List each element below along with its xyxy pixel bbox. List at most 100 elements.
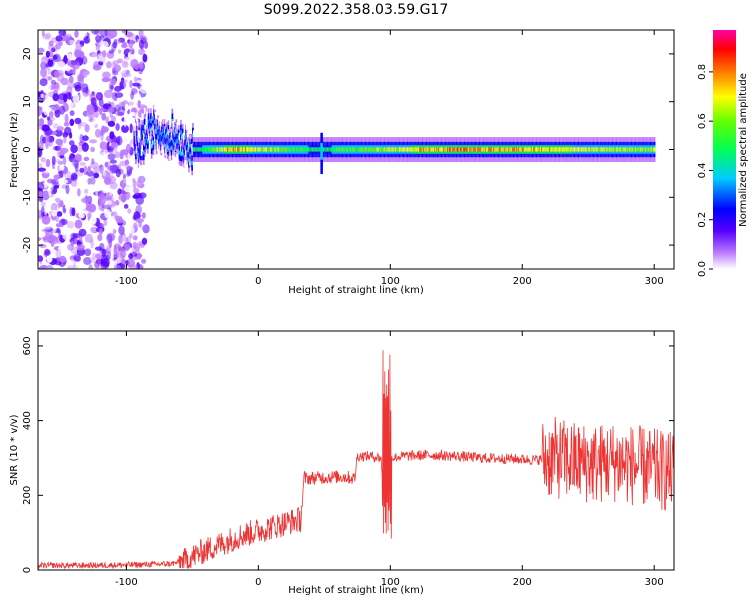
spectrogram-noise-cell bbox=[106, 247, 112, 254]
spectrogram-noise-cell bbox=[79, 40, 85, 47]
spectrogram-noise-cell bbox=[141, 212, 146, 219]
spectrogram-noise-cell bbox=[132, 194, 139, 199]
spectrogram-noise-cell bbox=[42, 225, 51, 231]
spectrogram-noise-cell bbox=[67, 53, 72, 60]
spectrogram-noise-cell bbox=[45, 140, 50, 149]
spectrogram-noise-cell bbox=[74, 236, 78, 245]
spectrogram-noise-cell bbox=[48, 234, 57, 242]
y-tick-label: 0 bbox=[22, 146, 33, 152]
spectrogram-noise-cell bbox=[92, 64, 102, 71]
spectrogram-noise-cell bbox=[102, 71, 111, 79]
spectrogram-noise-cell bbox=[70, 60, 78, 66]
spectrogram-noise-cell bbox=[144, 41, 149, 49]
spectrogram-noise-cell bbox=[127, 101, 134, 106]
snr-panel: -100 0 100 200 300 0 200 400 600 Height of stra… bbox=[9, 330, 675, 596]
spectrogram-ridge-cell bbox=[653, 147, 656, 152]
spectrogram-noise-cell bbox=[129, 217, 133, 224]
spectrogram-noise-cell bbox=[114, 232, 120, 242]
spectrogram-ridge-cell bbox=[179, 151, 182, 156]
spectrogram-noise-cell bbox=[47, 57, 55, 68]
spectrogram-ridge-cell bbox=[320, 147, 323, 151]
spectrogram-noise-cell bbox=[122, 78, 129, 89]
spectrogram-noise-cell bbox=[111, 196, 117, 201]
spectrogram-noise-cell bbox=[83, 36, 91, 44]
spectrogram-noise-cell bbox=[84, 233, 93, 244]
spectrogram-noise-cell bbox=[55, 42, 61, 50]
spectrogram-ridge-cell bbox=[320, 135, 323, 139]
spectrogram-noise-cell bbox=[127, 208, 132, 214]
spectrogram-noise-cell bbox=[130, 90, 135, 100]
spectrogram-noise-cell bbox=[38, 167, 46, 172]
spectrogram-noise-cell bbox=[101, 41, 109, 49]
spectrogram-noise-cell bbox=[70, 246, 79, 255]
spectrogram-noise-cell bbox=[107, 176, 117, 184]
spectrogram-noise-cell bbox=[99, 164, 104, 174]
spectrogram-noise-cell bbox=[58, 140, 64, 148]
spectrogram-noise-cell bbox=[97, 234, 103, 242]
spectrogram-image bbox=[38, 30, 656, 269]
spectrogram-ridge-cell bbox=[180, 130, 182, 135]
spectrogram-noise-cell bbox=[49, 111, 54, 118]
spectrogram-noise-cell bbox=[87, 212, 92, 219]
spectrogram-ridge-cell bbox=[320, 166, 323, 170]
spectrogram-noise-cell bbox=[47, 179, 57, 184]
spectrogram-noise-cell bbox=[129, 47, 135, 55]
spectrogram-noise-cell bbox=[108, 30, 118, 38]
spectrogram-noise-cell bbox=[91, 97, 97, 106]
spectrogram-noise-cell bbox=[141, 237, 148, 245]
spectrogram-ridge-cell bbox=[320, 142, 323, 146]
spectrogram-noise-cell bbox=[49, 50, 54, 58]
spectrogram-noise-cell bbox=[110, 211, 114, 217]
spectrogram-noise-cell bbox=[52, 181, 60, 188]
x-tick-label: 200 bbox=[513, 577, 532, 588]
spectrogram-noise-cell bbox=[58, 160, 64, 166]
x-tick-label: -100 bbox=[115, 577, 138, 588]
spectrogram-noise-cell bbox=[87, 177, 92, 185]
spectrogram-noise-cell bbox=[38, 181, 45, 192]
spectrogram-noise-cell bbox=[53, 184, 60, 189]
spectrogram-noise-cell bbox=[52, 54, 58, 60]
spectrogram-noise-cell bbox=[57, 93, 67, 100]
spectrogram-noise-cell bbox=[104, 161, 109, 168]
spectrogram-noise-cell bbox=[100, 258, 110, 267]
spectrogram-noise-cell bbox=[141, 71, 147, 80]
spectrogram-noise-cell bbox=[113, 39, 118, 45]
spectrogram-noise-cell bbox=[115, 38, 122, 45]
spectrogram-noise-cell bbox=[45, 158, 51, 168]
spectrogram-ridge-cell bbox=[320, 137, 323, 141]
spectrogram-ridge-cell bbox=[152, 140, 155, 145]
spectrogram-noise-cell bbox=[38, 265, 45, 269]
spectrogram-noise-cell bbox=[110, 206, 117, 213]
spectrogram-noise-cell bbox=[38, 124, 43, 130]
spectrogram-noise-cell bbox=[104, 89, 113, 99]
spectrogram-noise-cell bbox=[54, 70, 60, 78]
spectrogram-noise-cell bbox=[77, 102, 83, 110]
spectrogram-noise-cell bbox=[74, 43, 83, 50]
x-tick-label: 100 bbox=[381, 577, 400, 588]
spectrogram-noise-cell bbox=[106, 165, 115, 171]
spectrogram-noise-cell bbox=[108, 49, 115, 54]
spectrogram-noise-cell bbox=[83, 257, 92, 265]
spectrogram-noise-cell bbox=[118, 101, 126, 108]
spectrogram-noise-cell bbox=[126, 168, 132, 177]
spectrogram-noise-cell bbox=[78, 228, 87, 237]
y-tick-label: 0 bbox=[22, 567, 33, 573]
spectrogram-noise-cell bbox=[62, 170, 72, 178]
spectrogram-noise-cell bbox=[45, 32, 52, 40]
spectrogram-noise-cell bbox=[65, 65, 71, 72]
spectrogram-noise-cell bbox=[118, 49, 122, 54]
colorbar-tick-label: 0.8 bbox=[697, 64, 708, 80]
x-tick-label: 300 bbox=[645, 276, 664, 287]
spectrogram-noise-cell bbox=[45, 50, 51, 58]
spectrogram-noise-cell bbox=[135, 218, 144, 223]
spectrogram-noise-cell bbox=[120, 79, 128, 84]
spectrogram-noise-cell bbox=[112, 60, 119, 66]
spectrogram-noise-cell bbox=[113, 249, 119, 259]
spectrogram-noise-cell bbox=[57, 61, 66, 68]
spectrogram-noise-cell bbox=[76, 113, 85, 120]
spectrogram-noise-cell bbox=[95, 128, 102, 138]
spectrogram-noise-cell bbox=[89, 52, 98, 58]
colorbar-ticks: 0.0 0.2 0.4 0.6 0.8 bbox=[697, 64, 713, 277]
spectrogram-noise-cell bbox=[80, 202, 87, 210]
